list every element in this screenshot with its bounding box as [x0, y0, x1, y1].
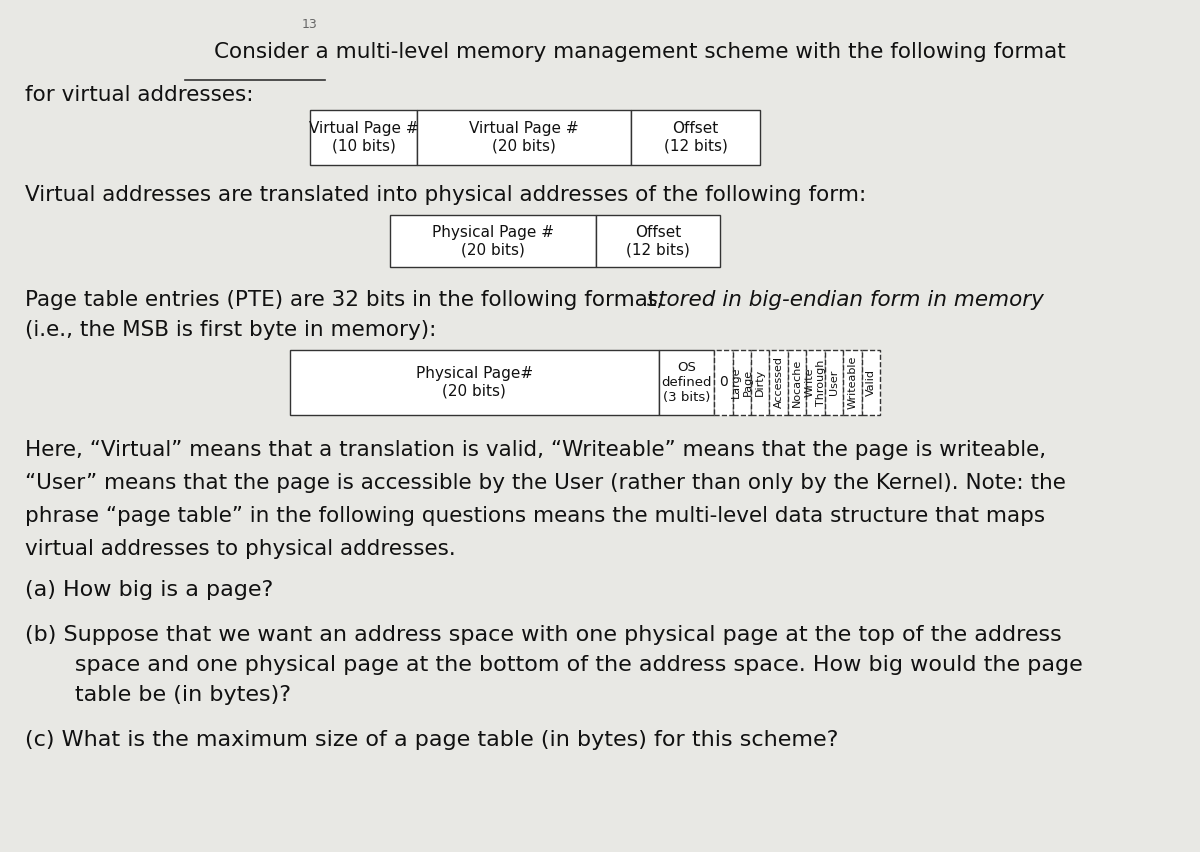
- Bar: [844, 350, 862, 415]
- Bar: [806, 350, 824, 415]
- Text: Write
Through: Write Through: [805, 360, 827, 406]
- Text: virtual addresses to physical addresses.: virtual addresses to physical addresses.: [25, 539, 456, 559]
- Bar: [824, 350, 844, 415]
- Bar: [862, 350, 880, 415]
- Bar: [418, 110, 631, 165]
- Bar: [596, 215, 720, 267]
- Bar: [310, 110, 418, 165]
- Bar: [714, 350, 732, 415]
- Text: Accessed: Accessed: [774, 356, 784, 408]
- Text: Here, “Virtual” means that a translation is valid, “Writeable” means that the pa: Here, “Virtual” means that a translation…: [25, 440, 1046, 460]
- Text: Virtual addresses are translated into physical addresses of the following form:: Virtual addresses are translated into ph…: [25, 185, 866, 205]
- Text: Physical Page#
(20 bits): Physical Page# (20 bits): [416, 366, 533, 399]
- Text: for virtual addresses:: for virtual addresses:: [25, 85, 253, 105]
- Text: Physical Page #
(20 bits): Physical Page # (20 bits): [432, 225, 554, 257]
- Bar: [659, 350, 714, 415]
- Text: 13: 13: [302, 18, 318, 31]
- Text: (i.e., the MSB is first byte in memory):: (i.e., the MSB is first byte in memory):: [25, 320, 437, 340]
- Text: Dirty: Dirty: [755, 369, 766, 396]
- Bar: [290, 350, 659, 415]
- Bar: [769, 350, 788, 415]
- Text: Offset
(12 bits): Offset (12 bits): [664, 121, 727, 153]
- Text: stored in big-endian form in memory: stored in big-endian form in memory: [640, 290, 1044, 310]
- Text: Large
Page: Large Page: [731, 366, 752, 398]
- Text: Virtual Page #
(20 bits): Virtual Page # (20 bits): [469, 121, 580, 153]
- Text: Consider a multi-level memory management scheme with the following format: Consider a multi-level memory management…: [214, 42, 1066, 62]
- Text: phrase “page table” in the following questions means the multi-level data struct: phrase “page table” in the following que…: [25, 506, 1045, 526]
- Text: Virtual Page #
(10 bits): Virtual Page # (10 bits): [308, 121, 419, 153]
- Text: (a) How big is a page?: (a) How big is a page?: [25, 580, 274, 600]
- Text: Valid: Valid: [865, 369, 876, 396]
- Bar: [390, 215, 596, 267]
- Text: Writeable: Writeable: [847, 356, 857, 409]
- Text: Offset
(12 bits): Offset (12 bits): [626, 225, 690, 257]
- Bar: [751, 350, 769, 415]
- Text: table be (in bytes)?: table be (in bytes)?: [25, 685, 292, 705]
- Text: “User” means that the page is accessible by the User (rather than only by the Ke: “User” means that the page is accessible…: [25, 473, 1066, 493]
- Text: Page table entries (PTE) are 32 bits in the following format,: Page table entries (PTE) are 32 bits in …: [25, 290, 664, 310]
- Text: (b) Suppose that we want an address space with one physical page at the top of t: (b) Suppose that we want an address spac…: [25, 625, 1062, 645]
- Text: 0: 0: [719, 376, 727, 389]
- Text: (c) What is the maximum size of a page table (in bytes) for this scheme?: (c) What is the maximum size of a page t…: [25, 730, 839, 750]
- Text: Nocache: Nocache: [792, 359, 802, 406]
- Text: User: User: [829, 370, 839, 395]
- Bar: [631, 110, 760, 165]
- Bar: [788, 350, 806, 415]
- Text: OS
defined
(3 bits): OS defined (3 bits): [661, 361, 712, 404]
- Text: space and one physical page at the bottom of the address space. How big would th: space and one physical page at the botto…: [25, 655, 1082, 675]
- Bar: [732, 350, 751, 415]
